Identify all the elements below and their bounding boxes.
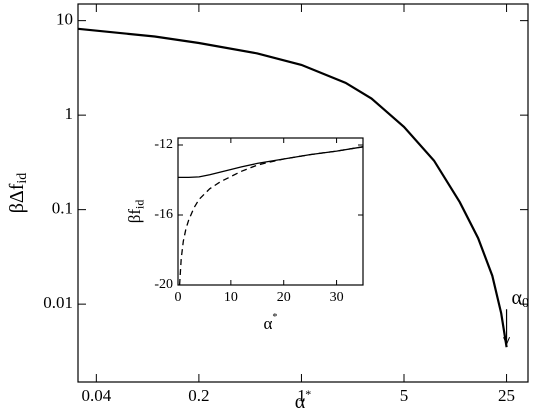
x-tick-label: 30 — [330, 290, 344, 305]
label-text: α — [263, 314, 272, 333]
x-tick-label: 1 — [297, 386, 306, 405]
y-tick-label: -20 — [154, 277, 173, 292]
axis-label: α* — [263, 313, 277, 333]
x-tick-label: 5 — [400, 386, 409, 405]
x-tick-label: 20 — [277, 290, 291, 305]
label-sup: * — [272, 313, 277, 324]
x-tick-label: 10 — [224, 290, 238, 305]
label-sub: 0 — [522, 296, 529, 311]
y-tick-label: 1 — [65, 104, 74, 123]
annotation-arrowhead — [503, 337, 511, 346]
x-tick-label: 0.2 — [188, 386, 209, 405]
y-tick-label: 10 — [56, 10, 73, 29]
axis-label: α0 — [512, 287, 529, 312]
x-tick-label: 25 — [498, 386, 515, 405]
data-line — [178, 146, 364, 286]
inset-background — [178, 138, 363, 285]
label-text: βf — [125, 209, 144, 224]
label-text: α — [295, 391, 306, 413]
x-tick-label: 0.04 — [81, 386, 111, 405]
label-text: α — [512, 287, 523, 309]
y-tick-label: 0.1 — [52, 199, 73, 218]
plot-frame — [177, 137, 364, 286]
axis-label: βΔfid — [6, 173, 31, 214]
y-tick-label: 0.01 — [43, 293, 73, 312]
label-text: βΔf — [6, 183, 28, 213]
axis-label: βfid — [125, 200, 146, 224]
y-tick-label: -12 — [154, 137, 173, 152]
plot-frame — [77, 3, 529, 383]
x-tick-label: 0 — [175, 290, 182, 305]
label-sub: id — [132, 200, 146, 209]
label-sub: id — [15, 173, 30, 184]
data-line — [77, 27, 508, 348]
y-tick-label: -16 — [154, 207, 173, 222]
axis-label: α* — [295, 387, 311, 413]
label-sup: * — [305, 387, 311, 401]
